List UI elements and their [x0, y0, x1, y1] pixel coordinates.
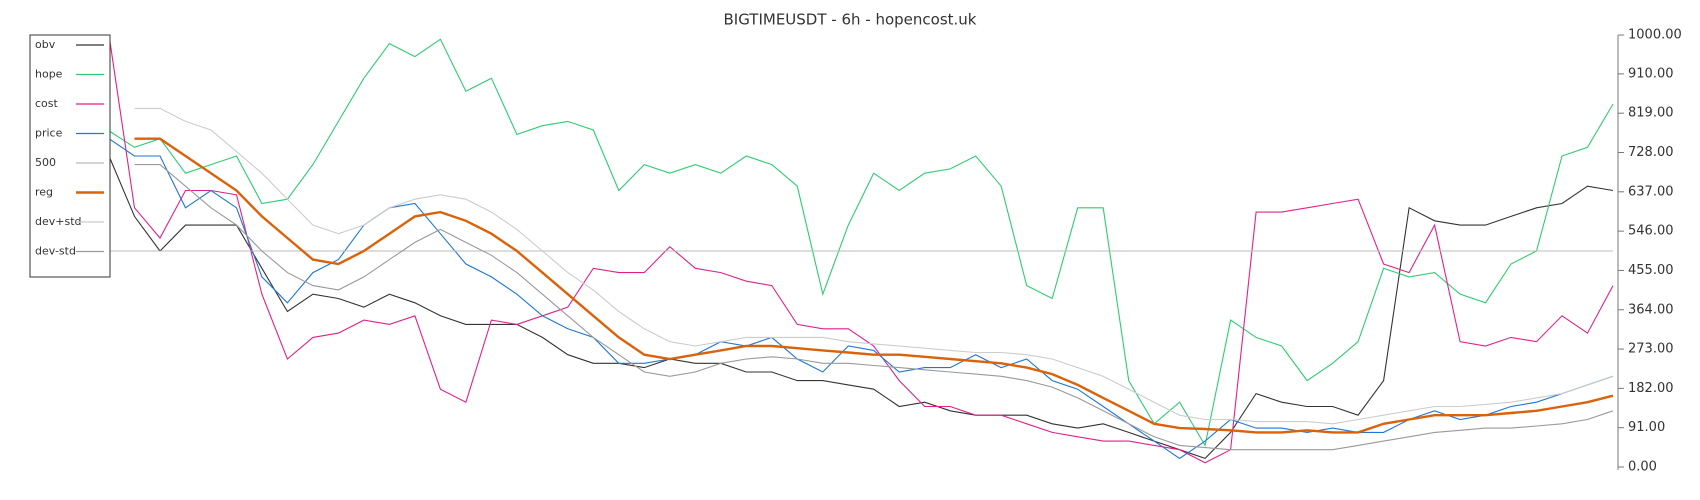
series-line — [134, 107, 1614, 425]
legend-label: dev+std — [35, 215, 82, 228]
legend-box — [29, 34, 111, 278]
y-tick-label: 546.00 — [1628, 224, 1674, 239]
y-tick-label: 1000.00 — [1628, 28, 1682, 43]
legend-label: price — [35, 127, 63, 140]
y-tick-label: 819.00 — [1628, 106, 1674, 121]
y-tick-label: 273.00 — [1628, 342, 1674, 357]
series-line — [108, 38, 1614, 447]
series-line — [108, 138, 1614, 460]
legend-label: 500 — [35, 156, 56, 169]
y-tick-label: 910.00 — [1628, 66, 1674, 81]
y-tick-label: 455.00 — [1628, 263, 1674, 278]
series-line — [134, 164, 1614, 451]
y-tick-label: 182.00 — [1628, 381, 1674, 396]
chart-title: BIGTIMEUSDT - 6h - hopencost.uk — [724, 11, 977, 29]
series-line — [108, 155, 1614, 460]
y-tick-label: 728.00 — [1628, 145, 1674, 160]
y-tick-label: 91.00 — [1628, 420, 1665, 435]
series-line — [108, 34, 1614, 464]
legend-label: obv — [35, 38, 56, 51]
legend-label: hope — [35, 68, 63, 81]
series-line — [134, 137, 1614, 434]
legend-label: cost — [35, 97, 59, 110]
legend-label: dev-std — [35, 245, 76, 258]
y-tick-label: 637.00 — [1628, 184, 1674, 199]
y-tick-label: 0.00 — [1628, 460, 1657, 475]
legend-label: reg — [35, 186, 53, 199]
y-tick-label: 364.00 — [1628, 302, 1674, 317]
